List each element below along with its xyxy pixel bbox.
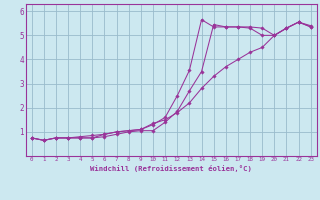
- X-axis label: Windchill (Refroidissement éolien,°C): Windchill (Refroidissement éolien,°C): [90, 165, 252, 172]
